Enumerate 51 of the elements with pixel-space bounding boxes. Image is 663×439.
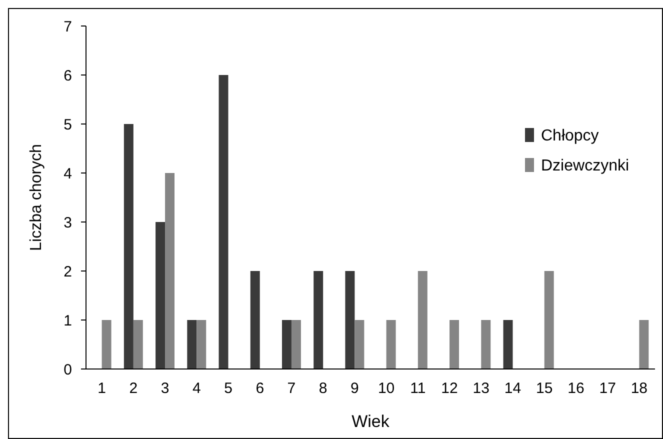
x-tick-label: 18 xyxy=(630,380,648,397)
x-tick-label: 3 xyxy=(160,380,170,397)
bar xyxy=(165,173,175,369)
x-tick-label: 5 xyxy=(224,380,232,397)
bar xyxy=(639,320,649,369)
bar xyxy=(314,271,324,369)
x-tick-label: 17 xyxy=(599,380,616,397)
bar xyxy=(503,320,513,369)
legend-label: Chłopcy xyxy=(541,128,599,145)
bar xyxy=(218,75,228,369)
x-tick-label: 6 xyxy=(256,380,264,397)
x-tick-label: 14 xyxy=(504,380,522,397)
legend-label: Dziewczynki xyxy=(541,158,630,175)
bar xyxy=(187,320,197,369)
y-tick-label: 7 xyxy=(64,18,72,36)
y-tick-label: 3 xyxy=(64,214,72,232)
x-tick-label: 1 xyxy=(98,380,106,397)
y-tick-label: 6 xyxy=(64,67,72,84)
bar xyxy=(250,271,260,369)
y-tick-label: 5 xyxy=(64,116,72,134)
bar xyxy=(156,222,166,369)
bar xyxy=(282,320,292,369)
bar xyxy=(345,271,355,369)
x-tick-label: 12 xyxy=(441,380,458,397)
x-tick-label: 2 xyxy=(129,380,138,397)
bar xyxy=(124,124,134,369)
x-tick-label: 13 xyxy=(472,380,490,397)
y-axis-title: Liczba chorych xyxy=(28,144,45,251)
x-tick-label: 10 xyxy=(378,380,395,397)
bar xyxy=(418,271,428,369)
x-tick-label: 4 xyxy=(192,380,201,397)
x-axis-title: Wiek xyxy=(352,412,390,431)
bar xyxy=(102,320,112,369)
y-tick-label: 2 xyxy=(64,263,72,280)
bar xyxy=(544,271,554,369)
bar xyxy=(481,320,491,369)
x-tick-label: 8 xyxy=(318,380,328,397)
x-tick-label: 11 xyxy=(410,380,426,397)
x-tick-label: 15 xyxy=(536,380,553,397)
x-tick-label: 16 xyxy=(568,380,584,397)
y-tick-label: 4 xyxy=(64,165,72,182)
bar xyxy=(133,320,143,369)
bar xyxy=(450,320,460,369)
y-tick-label: 0 xyxy=(64,361,72,378)
bar xyxy=(354,320,364,369)
bar xyxy=(386,320,396,369)
x-tick-label: 7 xyxy=(287,380,296,397)
y-tick-label: 1 xyxy=(64,312,72,330)
x-tick-label: 9 xyxy=(350,380,359,397)
bar xyxy=(196,320,206,369)
bar xyxy=(291,320,301,369)
